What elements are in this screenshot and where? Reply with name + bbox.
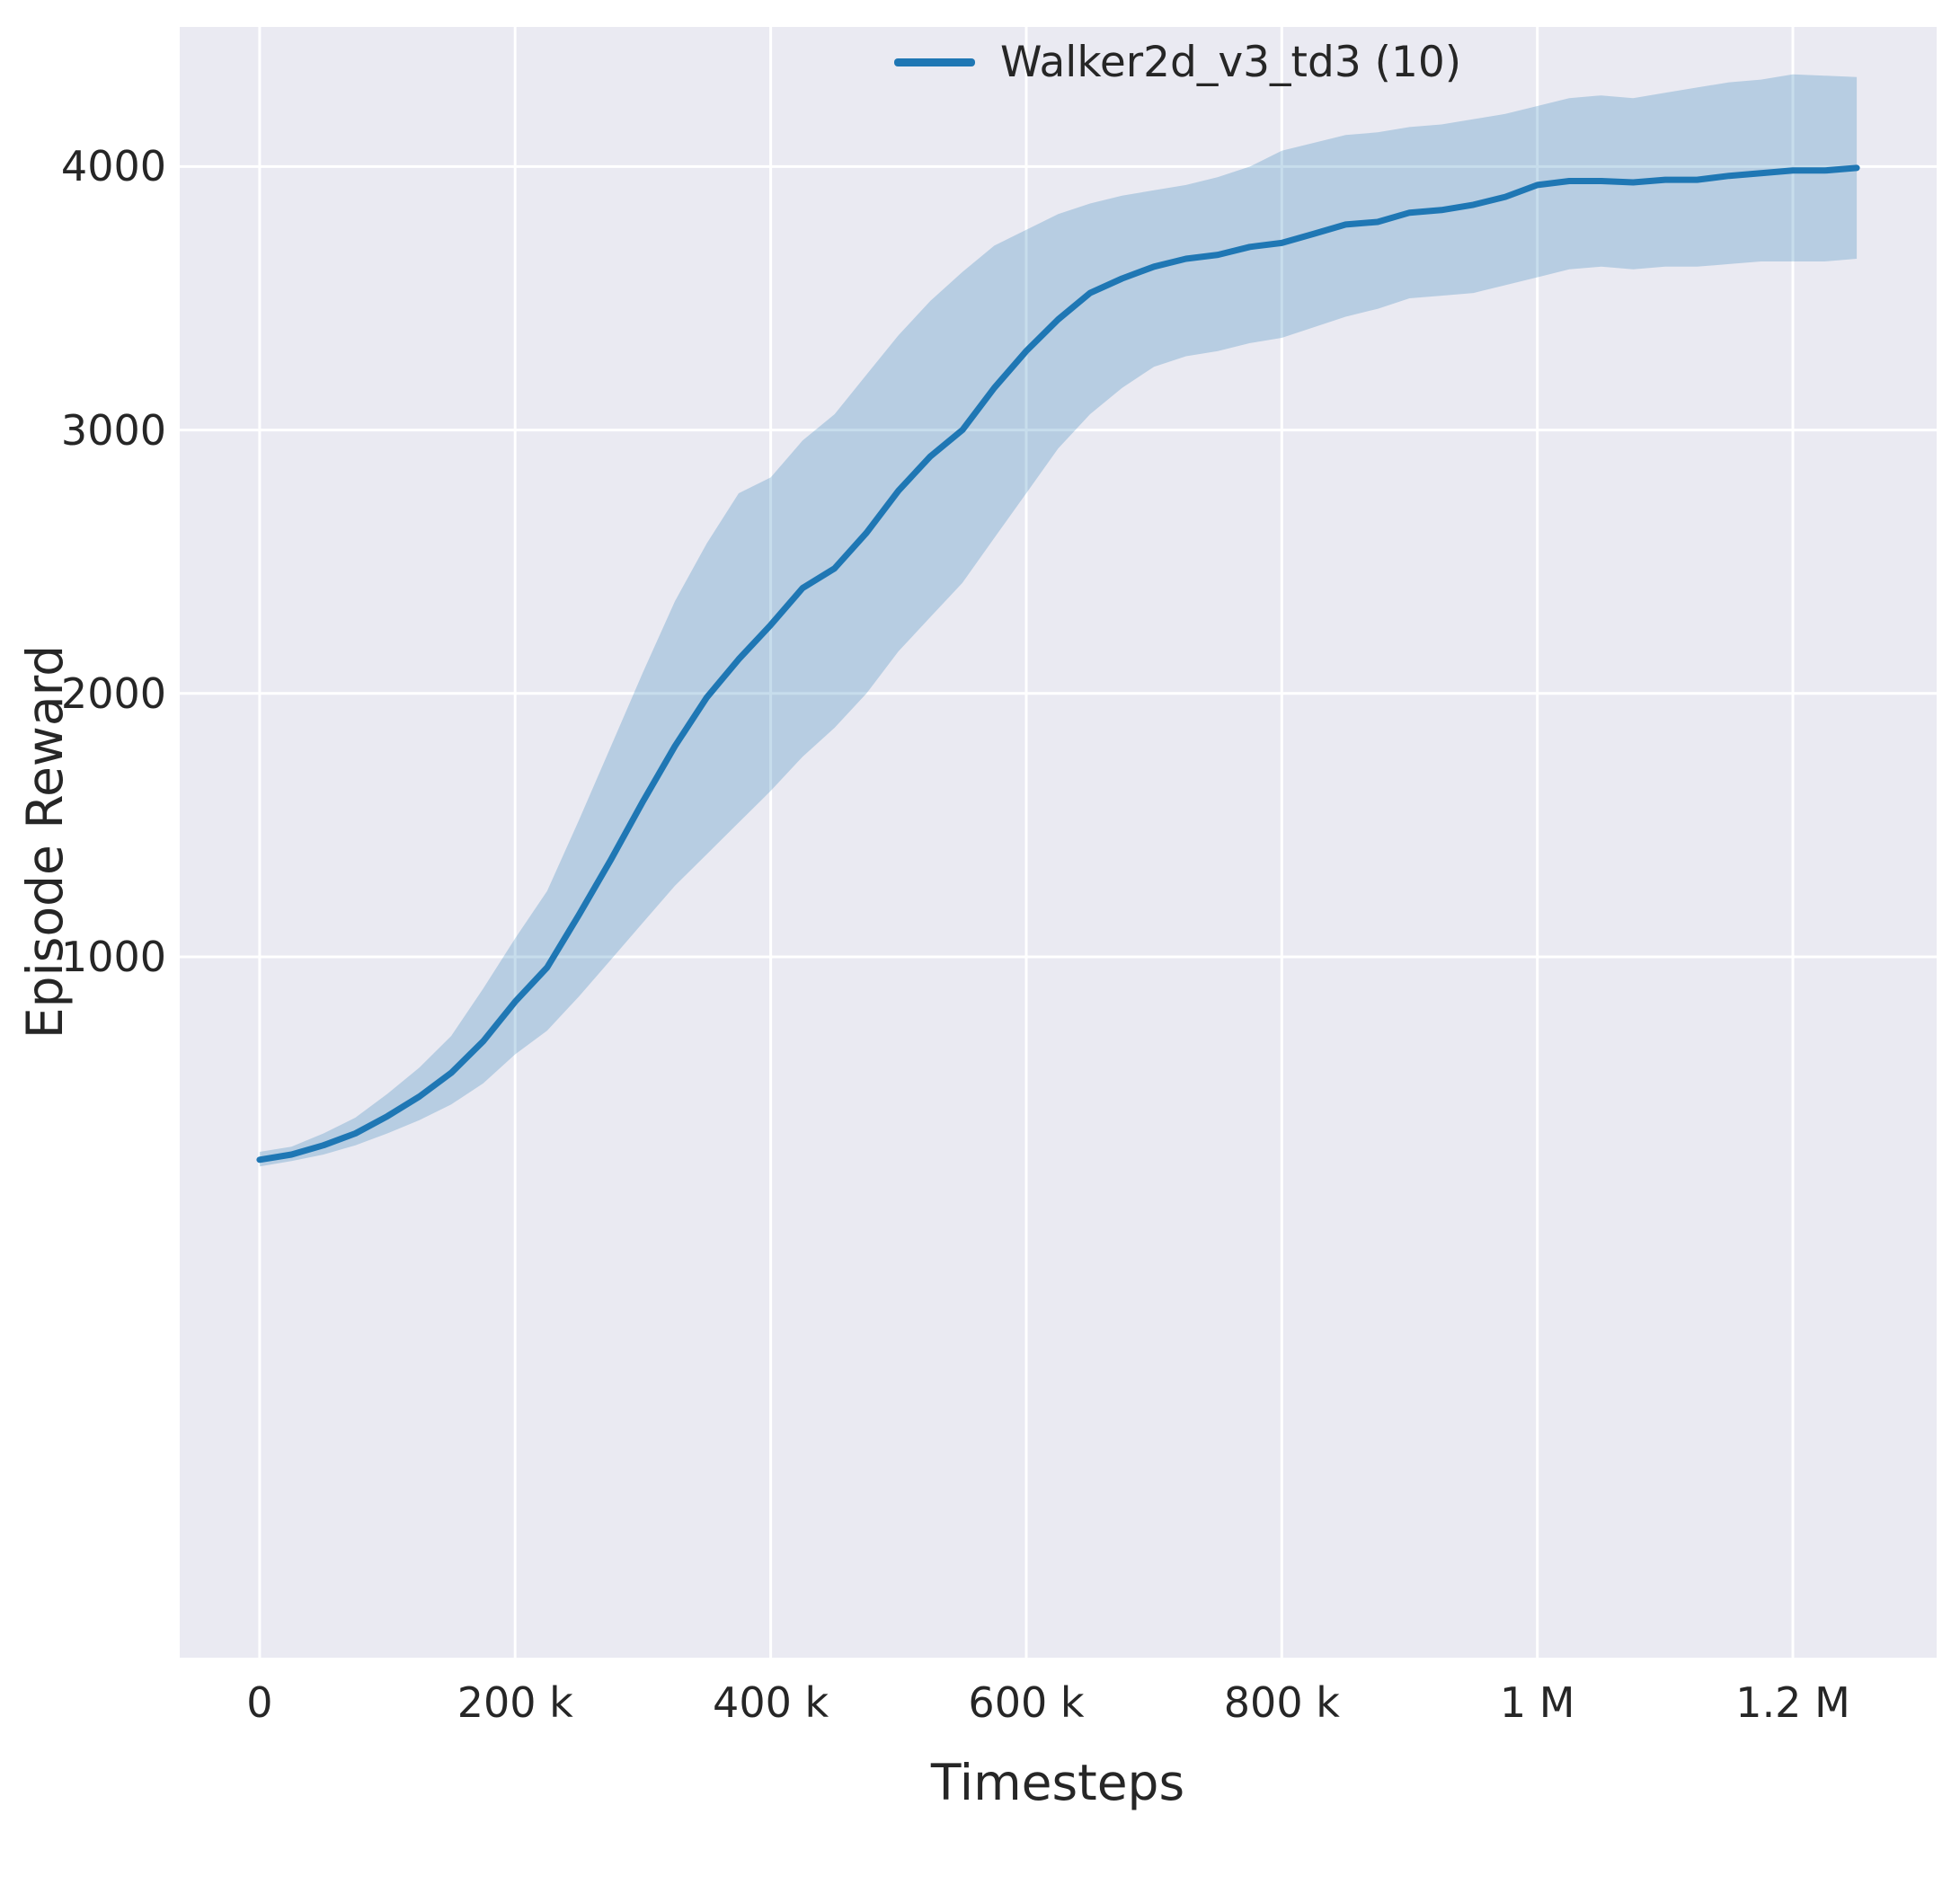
legend-label: Walker2d_v3_td3 (10) bbox=[1000, 38, 1462, 87]
x-axis-label: Timesteps bbox=[930, 1754, 1185, 1811]
legend: Walker2d_v3_td3 (10) bbox=[894, 38, 1461, 87]
x-tick-label: 200 k bbox=[457, 1678, 573, 1727]
x-tick-label: 1 M bbox=[1499, 1678, 1575, 1727]
y-tick-label: 3000 bbox=[60, 405, 166, 455]
confidence-band bbox=[259, 74, 1858, 1167]
x-tick-label: 600 k bbox=[968, 1678, 1085, 1727]
plot-area: Walker2d_v3_td3 (10) bbox=[180, 27, 1937, 1658]
x-tick-label: 400 k bbox=[713, 1678, 829, 1727]
legend-line-sample bbox=[894, 58, 975, 66]
x-tick-label: 0 bbox=[246, 1678, 273, 1727]
y-tick-label: 1000 bbox=[60, 933, 166, 982]
y-tick-label: 4000 bbox=[60, 142, 166, 191]
y-tick-label: 2000 bbox=[60, 668, 166, 718]
x-tick-label: 1.2 M bbox=[1735, 1678, 1850, 1727]
y-axis-label: Episode Reward bbox=[16, 644, 74, 1040]
line-chart bbox=[180, 27, 1937, 1658]
mean-line bbox=[256, 164, 1860, 1164]
x-tick-label: 800 k bbox=[1223, 1678, 1340, 1727]
